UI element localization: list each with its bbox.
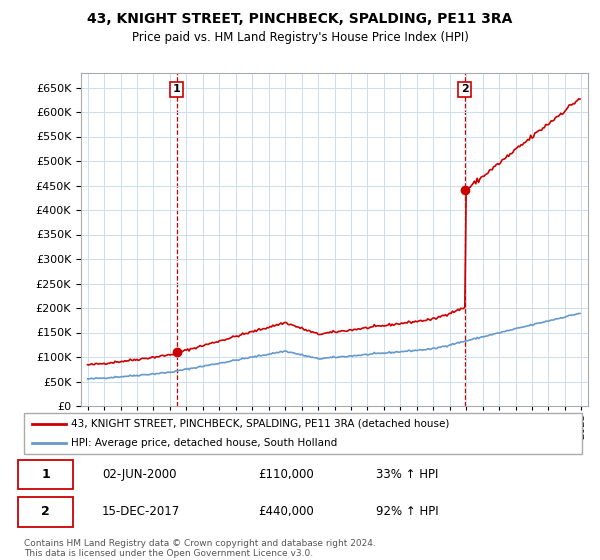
Text: 43, KNIGHT STREET, PINCHBECK, SPALDING, PE11 3RA: 43, KNIGHT STREET, PINCHBECK, SPALDING, … [88,12,512,26]
Text: £110,000: £110,000 [259,468,314,481]
Text: HPI: Average price, detached house, South Holland: HPI: Average price, detached house, Sout… [71,437,338,447]
Text: 92% ↑ HPI: 92% ↑ HPI [376,505,438,519]
Text: 1: 1 [41,468,50,481]
Text: 02-JUN-2000: 02-JUN-2000 [102,468,176,481]
Text: Price paid vs. HM Land Registry's House Price Index (HPI): Price paid vs. HM Land Registry's House … [131,31,469,44]
Text: Contains HM Land Registry data © Crown copyright and database right 2024.
This d: Contains HM Land Registry data © Crown c… [24,539,376,558]
Text: 15-DEC-2017: 15-DEC-2017 [102,505,181,519]
Text: 1: 1 [173,85,181,95]
Text: 43, KNIGHT STREET, PINCHBECK, SPALDING, PE11 3RA (detached house): 43, KNIGHT STREET, PINCHBECK, SPALDING, … [71,419,450,429]
Text: £440,000: £440,000 [259,505,314,519]
FancyBboxPatch shape [19,460,73,489]
Text: 33% ↑ HPI: 33% ↑ HPI [376,468,438,481]
Text: 2: 2 [41,505,50,519]
FancyBboxPatch shape [19,497,73,526]
Text: 2: 2 [461,85,469,95]
